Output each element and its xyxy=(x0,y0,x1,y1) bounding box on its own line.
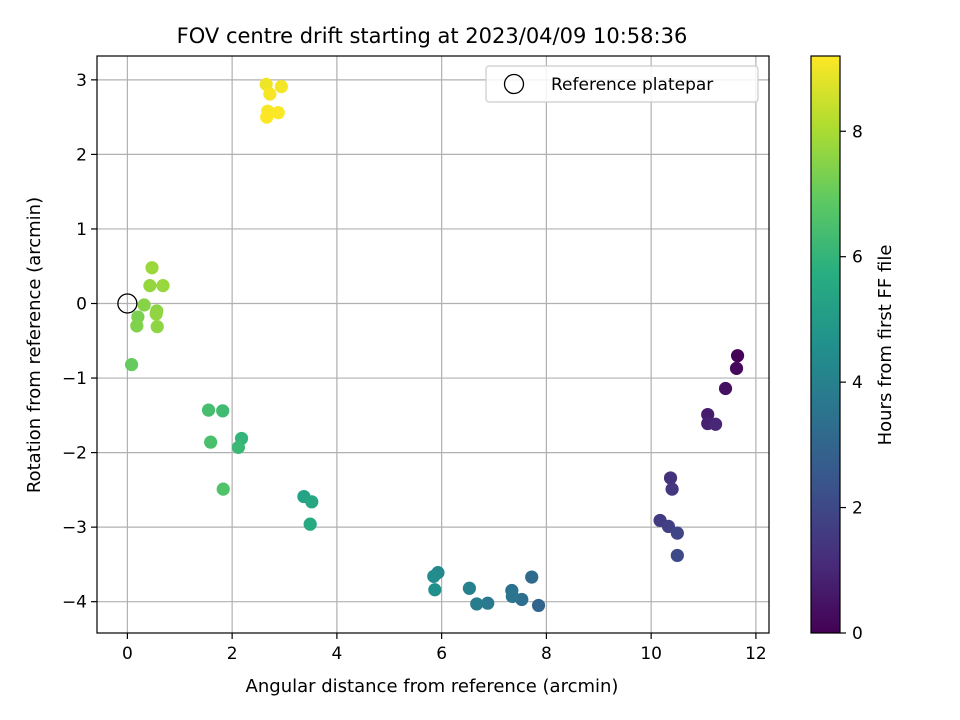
data-point xyxy=(216,482,230,496)
data-point xyxy=(670,548,684,563)
y-tick-label: 0 xyxy=(76,294,87,314)
colorbar-tick-label: 8 xyxy=(852,122,863,142)
x-tick-label: 2 xyxy=(227,644,238,664)
legend: Reference platepar xyxy=(485,65,759,103)
data-point xyxy=(145,261,159,275)
y-tick-label: 1 xyxy=(76,220,87,240)
y-tick-label: 2 xyxy=(76,145,87,165)
data-point xyxy=(231,440,246,454)
x-axis-label: Angular distance from reference (arcmin) xyxy=(246,676,619,697)
reference-platepar-marker xyxy=(117,293,138,314)
data-point xyxy=(216,404,230,418)
data-point xyxy=(665,482,679,496)
colorbar-tick-label: 2 xyxy=(852,499,863,519)
colorbar: 0 2 4 6 8 Hours from first FF file xyxy=(810,55,896,644)
data-point xyxy=(730,349,745,363)
data-point xyxy=(505,589,519,604)
colorbar-label: Hours from first FF file xyxy=(875,245,896,446)
data-point xyxy=(708,417,723,431)
x-tick-label: 4 xyxy=(331,644,342,664)
data-point xyxy=(305,495,319,509)
data-point xyxy=(156,279,170,293)
data-point xyxy=(149,307,163,321)
colorbar-ticks: 0 2 4 6 8 xyxy=(840,122,863,644)
data-point xyxy=(143,279,157,293)
data-point xyxy=(481,596,495,610)
y-tick-label: −2 xyxy=(62,444,87,464)
data-point xyxy=(303,517,317,531)
data-point xyxy=(201,403,216,417)
data-point xyxy=(525,570,539,584)
data-point xyxy=(150,320,164,334)
reference-marker-layer xyxy=(117,293,138,314)
colorbar-tick-label: 0 xyxy=(852,624,863,644)
x-tick-label: 10 xyxy=(640,644,662,664)
legend-label: Reference platepar xyxy=(551,75,713,95)
colorbar-gradient xyxy=(810,55,841,634)
x-tick-label: 8 xyxy=(541,644,552,664)
data-point xyxy=(470,597,484,611)
x-tick-label: 12 xyxy=(745,644,767,664)
colorbar-tick-label: 4 xyxy=(852,373,863,393)
y-tick-label: −1 xyxy=(62,369,87,389)
data-point xyxy=(271,106,285,120)
legend-box xyxy=(485,65,759,103)
x-tick-label: 0 xyxy=(122,644,133,664)
data-point xyxy=(670,526,684,540)
grid xyxy=(97,56,769,633)
data-point xyxy=(260,110,274,124)
data-point xyxy=(137,298,151,312)
data-point xyxy=(531,598,546,613)
data-point xyxy=(124,358,139,372)
colorbar-tick-label: 6 xyxy=(852,248,863,268)
data-point xyxy=(427,569,441,583)
data-point xyxy=(274,79,288,94)
data-point xyxy=(204,435,218,449)
data-point xyxy=(729,361,744,375)
y-tick-label: −3 xyxy=(62,518,87,538)
data-points xyxy=(124,77,745,613)
y-axis-label: Rotation from reference (arcmin) xyxy=(24,197,45,493)
data-point xyxy=(130,319,144,333)
data-point xyxy=(462,581,477,595)
plot-frame xyxy=(96,55,770,634)
y-tick-label: −4 xyxy=(62,593,87,613)
data-point xyxy=(428,583,442,597)
data-point xyxy=(263,87,277,101)
x-tick-label: 6 xyxy=(436,644,447,664)
y-tick-label: 3 xyxy=(76,71,87,91)
legend-reference-marker xyxy=(503,73,525,95)
chart-title: FOV centre drift starting at 2023/04/09 … xyxy=(177,24,688,48)
data-point xyxy=(718,381,733,396)
data-point xyxy=(663,471,678,485)
